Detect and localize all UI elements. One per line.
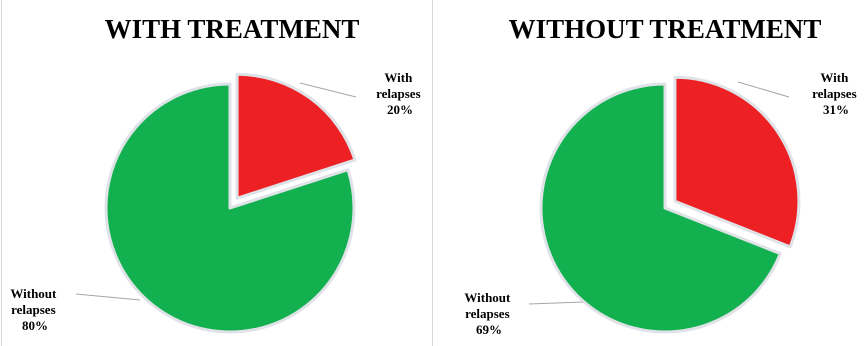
leader-line-with-relapses [737, 81, 790, 98]
leader-line-without-relapses [528, 301, 584, 305]
slice-label-without-relapses: Without relapses 69% [464, 290, 513, 337]
pie-slices [539, 75, 801, 334]
pie-panel-with-treatment: WITH TREATMENT With relapses 20% Without… [0, 0, 432, 346]
slice-label-line: Without [464, 290, 511, 305]
slice-label-line: With [384, 70, 413, 85]
pie-slice-without-relapses [104, 82, 356, 334]
slice-label-with-relapses: With relapses 31% [812, 70, 860, 117]
chart-title: WITHOUT TREATMENT [509, 14, 822, 44]
slice-label-line: With [820, 70, 849, 85]
chart-title: WITH TREATMENT [105, 14, 360, 44]
pie-slice-without-relapses [539, 82, 782, 334]
leader-line-without-relapses [75, 293, 141, 301]
pie-slice-with-relapses [673, 75, 801, 249]
pie-chart-without-treatment: WITHOUT TREATMENT With relapses 31% With… [464, 14, 860, 337]
pie-chart-with-treatment: WITH TREATMENT With relapses 20% Without… [10, 14, 424, 334]
slice-label-line: relapses [376, 86, 421, 101]
slice-value-label: 80% [22, 318, 48, 333]
slice-label-without-relapses: Without relapses 80% [10, 286, 59, 333]
pie-slice-with-relapses [235, 72, 357, 200]
slice-value-label: 20% [387, 102, 413, 117]
leader-line-with-relapses [299, 82, 357, 98]
slice-label-line: relapses [11, 302, 56, 317]
panel-divider [432, 0, 433, 346]
slice-label-line: Without [10, 286, 57, 301]
slice-label-with-relapses: With relapses 20% [376, 70, 424, 117]
slice-value-label: 31% [823, 102, 849, 117]
left-border-line [1, 0, 2, 346]
slice-value-label: 69% [476, 322, 502, 337]
pie-slices [104, 72, 357, 334]
slice-label-line: relapses [812, 86, 857, 101]
pie-panel-without-treatment: WITHOUT TREATMENT With relapses 31% With… [433, 0, 865, 346]
slice-label-line: relapses [465, 306, 510, 321]
